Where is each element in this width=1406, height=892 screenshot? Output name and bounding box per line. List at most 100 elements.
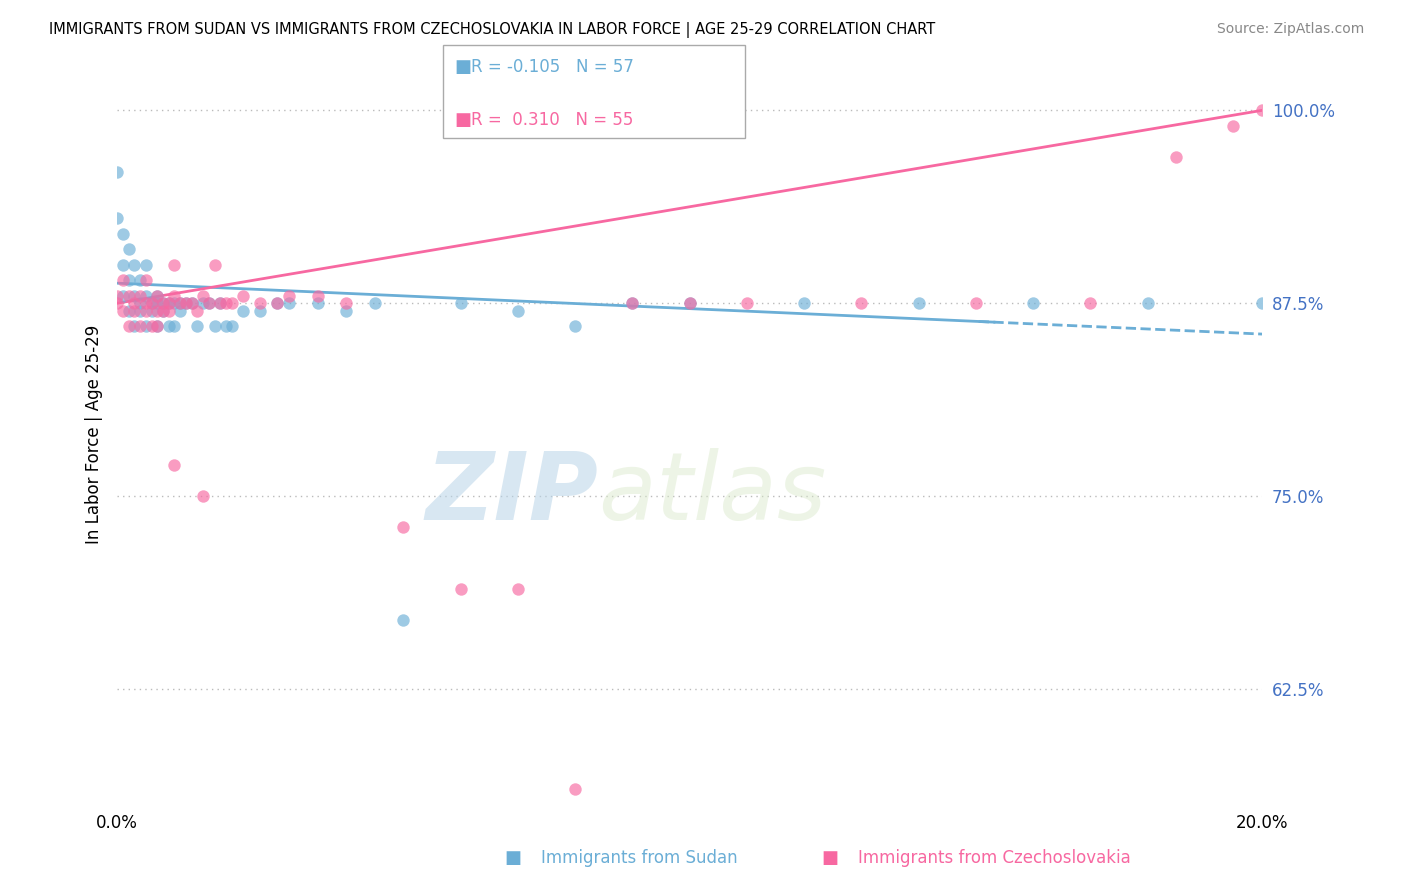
Point bbox=[124, 296, 146, 310]
Point bbox=[117, 288, 139, 302]
Point bbox=[117, 242, 139, 256]
Point bbox=[364, 296, 387, 310]
Point bbox=[197, 296, 219, 310]
Point bbox=[152, 304, 174, 318]
Point bbox=[157, 304, 180, 318]
Point bbox=[204, 258, 226, 272]
Point bbox=[249, 296, 271, 310]
Point bbox=[111, 273, 134, 287]
Point bbox=[186, 319, 208, 334]
Point bbox=[111, 227, 134, 241]
Point bbox=[191, 296, 214, 310]
Point bbox=[186, 304, 208, 318]
Point bbox=[146, 319, 169, 334]
Point bbox=[215, 296, 238, 310]
Point bbox=[392, 613, 415, 627]
Point bbox=[152, 296, 174, 310]
Point bbox=[129, 304, 152, 318]
Point bbox=[169, 296, 191, 310]
Point bbox=[266, 296, 288, 310]
Point bbox=[157, 319, 180, 334]
Point bbox=[564, 782, 586, 797]
Point bbox=[124, 319, 146, 334]
Point bbox=[735, 296, 758, 310]
Point bbox=[163, 319, 186, 334]
Point bbox=[1251, 103, 1274, 118]
Point bbox=[141, 296, 163, 310]
Point bbox=[678, 296, 700, 310]
Point bbox=[793, 296, 815, 310]
Text: R = -0.105   N = 57: R = -0.105 N = 57 bbox=[471, 58, 634, 76]
Point bbox=[146, 288, 169, 302]
Point bbox=[1136, 296, 1159, 310]
Point bbox=[307, 288, 329, 302]
Point bbox=[135, 288, 157, 302]
Point bbox=[117, 304, 139, 318]
Point bbox=[204, 319, 226, 334]
Point bbox=[180, 296, 202, 310]
Text: Source: ZipAtlas.com: Source: ZipAtlas.com bbox=[1216, 22, 1364, 37]
Point bbox=[450, 296, 472, 310]
Point bbox=[307, 296, 329, 310]
Point bbox=[135, 319, 157, 334]
Point bbox=[146, 296, 169, 310]
Point bbox=[965, 296, 987, 310]
Text: Immigrants from Sudan: Immigrants from Sudan bbox=[541, 849, 738, 867]
Point bbox=[135, 304, 157, 318]
Y-axis label: In Labor Force | Age 25-29: In Labor Force | Age 25-29 bbox=[86, 325, 103, 544]
Text: ■: ■ bbox=[821, 849, 838, 867]
Point bbox=[163, 258, 186, 272]
Point bbox=[135, 258, 157, 272]
Point bbox=[277, 288, 299, 302]
Point bbox=[232, 304, 254, 318]
Text: ■: ■ bbox=[454, 112, 471, 129]
Point bbox=[105, 211, 128, 226]
Point bbox=[335, 304, 357, 318]
Point bbox=[111, 288, 134, 302]
Text: ■: ■ bbox=[505, 849, 522, 867]
Point bbox=[163, 458, 186, 473]
Point bbox=[105, 296, 128, 310]
Point bbox=[141, 319, 163, 334]
Point bbox=[209, 296, 232, 310]
Point bbox=[141, 296, 163, 310]
Point bbox=[1222, 119, 1244, 133]
Point bbox=[191, 489, 214, 503]
Point bbox=[163, 296, 186, 310]
Point bbox=[169, 296, 191, 310]
Point bbox=[564, 319, 586, 334]
Point bbox=[129, 288, 152, 302]
Point bbox=[111, 304, 134, 318]
Point bbox=[163, 288, 186, 302]
Point bbox=[174, 296, 197, 310]
Point bbox=[117, 319, 139, 334]
Point bbox=[209, 296, 232, 310]
Point bbox=[157, 296, 180, 310]
Point bbox=[111, 258, 134, 272]
Point bbox=[1251, 296, 1274, 310]
Point bbox=[105, 165, 128, 179]
Point bbox=[1078, 296, 1101, 310]
Point bbox=[506, 582, 529, 596]
Point bbox=[135, 296, 157, 310]
Point bbox=[191, 288, 214, 302]
Point bbox=[450, 582, 472, 596]
Point bbox=[129, 296, 152, 310]
Text: atlas: atlas bbox=[598, 448, 827, 539]
Point bbox=[146, 288, 169, 302]
Point bbox=[124, 288, 146, 302]
Text: ZIP: ZIP bbox=[425, 448, 598, 540]
Point bbox=[129, 273, 152, 287]
Point bbox=[907, 296, 929, 310]
Point bbox=[141, 304, 163, 318]
Point bbox=[266, 296, 288, 310]
Point bbox=[277, 296, 299, 310]
Point bbox=[1166, 150, 1188, 164]
Point bbox=[232, 288, 254, 302]
Point bbox=[851, 296, 873, 310]
Point bbox=[146, 304, 169, 318]
Point bbox=[249, 304, 271, 318]
Point bbox=[146, 319, 169, 334]
Point bbox=[621, 296, 644, 310]
Point bbox=[124, 258, 146, 272]
